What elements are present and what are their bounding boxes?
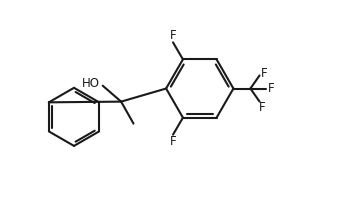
Text: F: F [259, 101, 266, 114]
Text: F: F [268, 82, 275, 95]
Text: F: F [261, 67, 267, 80]
Text: HO: HO [82, 77, 100, 91]
Text: F: F [170, 30, 176, 43]
Text: F: F [170, 135, 176, 148]
